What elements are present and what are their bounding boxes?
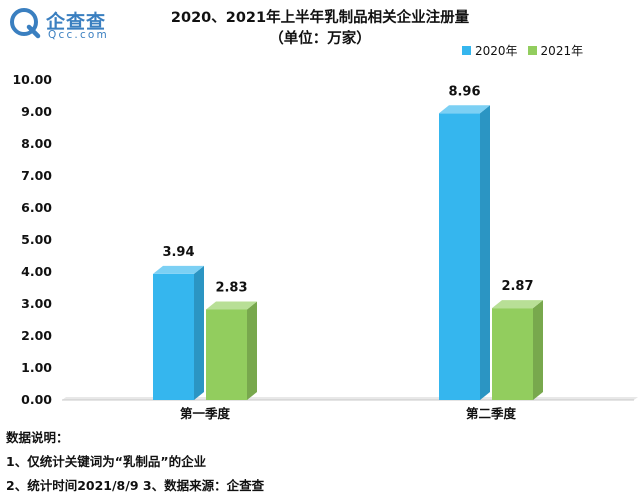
data-label: 2.87 (501, 279, 533, 294)
chart-title: 2020、2021年上半年乳制品相关企业注册量 （单位：万家） (150, 8, 490, 50)
legend-swatch-2021 (527, 46, 537, 55)
y-tick-label: 4.00 (21, 264, 52, 279)
y-tick-label: 7.00 (21, 168, 52, 183)
bar-side (480, 105, 490, 400)
bar-2020-q2 (439, 105, 490, 400)
bar-2020-q1 (153, 265, 204, 400)
y-tick-label: 6.00 (21, 200, 52, 215)
data-label: 8.96 (448, 84, 480, 99)
y-tick-label: 1.00 (21, 360, 52, 375)
brand-name-cn: 企查查 (46, 11, 107, 33)
y-tick-label: 9.00 (21, 104, 52, 119)
chart-title-unit: （单位：万家） (269, 31, 371, 47)
y-tick-label: 10.00 (12, 72, 52, 87)
notes-line-2: 2、统计时间2021/8/9 3、数据来源：企查查 (6, 478, 265, 493)
y-tick-label: 5.00 (21, 232, 52, 247)
bar-top (153, 265, 204, 274)
bar-top (492, 300, 543, 309)
bar-top (439, 105, 490, 114)
bar-side (533, 300, 543, 400)
data-notes: 数据说明： 1、仅统计关键词为“乳制品”的企业 2、统计时间2021/8/9 3… (6, 426, 264, 498)
bar-2021-q2 (492, 300, 543, 400)
data-label: 2.83 (215, 280, 247, 295)
bar-chart: 0.00 1.00 2.00 3.00 4.00 5.00 6.00 7.00 8.00 9.00… (12, 72, 638, 420)
brand-name-en: Qcc.com (48, 29, 109, 41)
y-tick-label: 0.00 (21, 392, 52, 407)
legend-swatch-2020 (462, 46, 471, 55)
data-label: 3.94 (162, 245, 194, 260)
y-tick-label: 8.00 (21, 136, 52, 151)
legend-label-2021: 2021年 (540, 44, 584, 58)
chart-title-line1: 2020、2021年上半年乳制品相关企业注册量 (170, 10, 470, 26)
y-tick-label: 2.00 (21, 328, 52, 343)
y-tick-label: 3.00 (21, 296, 52, 311)
x-tick-label: 第一季度 (180, 406, 231, 420)
chart-legend: 2020年 2021年 (462, 42, 593, 59)
bar-front (206, 309, 247, 400)
bar-side (247, 301, 257, 400)
bar-front (153, 273, 194, 400)
notes-heading: 数据说明： (6, 430, 69, 445)
x-tick-label: 第二季度 (466, 406, 517, 420)
brand-logo: 企查查 Qcc.com (8, 6, 138, 44)
bar-top (206, 301, 257, 310)
notes-line-1: 1、仅统计关键词为“乳制品”的企业 (6, 454, 207, 469)
bar-side (194, 265, 204, 400)
bar-2021-q1 (206, 301, 257, 400)
bar-front (492, 308, 533, 400)
brand-q-icon (10, 8, 41, 39)
legend-label-2020: 2020年 (475, 44, 518, 58)
bar-front (439, 113, 480, 400)
